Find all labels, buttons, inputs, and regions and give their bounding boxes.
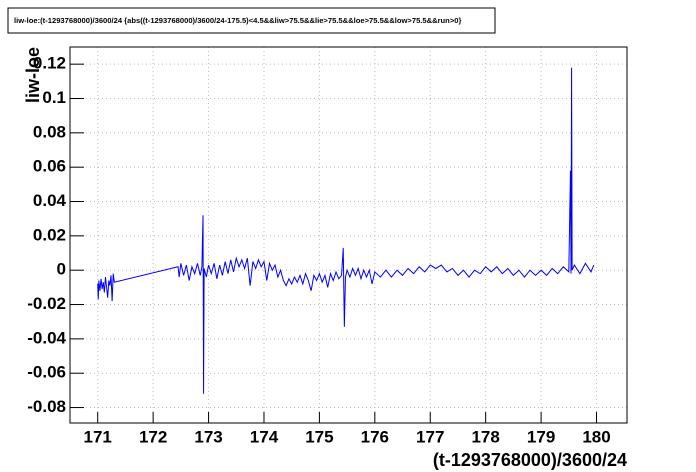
x-tick-label: 175 xyxy=(305,427,333,446)
y-tick-label: 0.04 xyxy=(33,191,67,210)
y-tick-label: 0 xyxy=(57,260,66,279)
x-tick-label: 171 xyxy=(84,427,112,446)
x-tick-label: 173 xyxy=(194,427,222,446)
y-tick-label: -0.06 xyxy=(27,363,66,382)
x-tick-label: 172 xyxy=(139,427,167,446)
y-tick-label: -0.08 xyxy=(27,397,66,416)
x-axis-label: (t-1293768000)/3600/24 xyxy=(433,450,627,470)
y-tick-label: 0.08 xyxy=(33,122,66,141)
data-line xyxy=(97,67,595,394)
x-tick-label: 177 xyxy=(416,427,444,446)
plot-frame xyxy=(69,46,628,424)
x-tick-label: 180 xyxy=(582,427,610,446)
x-tick-label: 174 xyxy=(250,427,279,446)
y-tick-label: 0.02 xyxy=(33,225,66,244)
y-tick-label: 0.06 xyxy=(33,157,66,176)
x-tick-label: 176 xyxy=(361,427,389,446)
x-tick-label: 179 xyxy=(527,427,555,446)
y-tick-label: -0.04 xyxy=(27,328,66,347)
title-box xyxy=(7,7,496,34)
y-axis-label: liw-loe xyxy=(23,47,43,103)
x-tick-label: 178 xyxy=(471,427,499,446)
chart-title: liw-loe:(t-1293768000)/3600/24 {abs((t-1… xyxy=(14,16,461,25)
y-tick-label: 0.1 xyxy=(42,88,66,107)
y-tick-label: 0.12 xyxy=(33,54,66,73)
y-tick-label: -0.02 xyxy=(27,294,66,313)
